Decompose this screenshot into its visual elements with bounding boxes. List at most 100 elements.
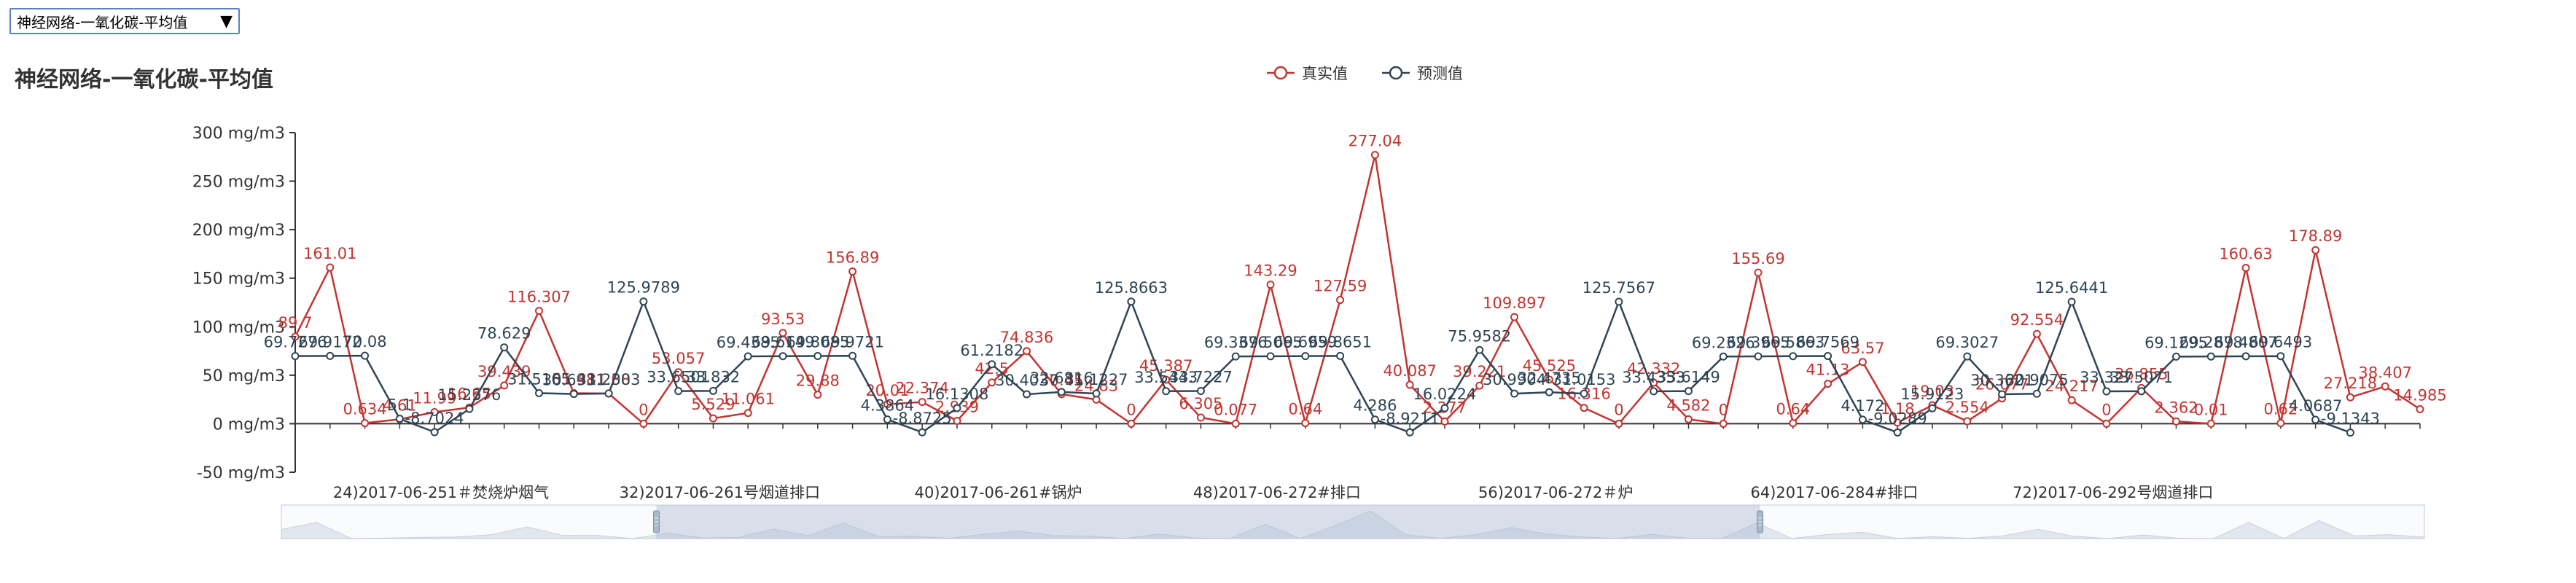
data-label: 33.327 bbox=[2080, 369, 2133, 386]
data-label: 30.9075 bbox=[2005, 371, 2069, 388]
data-point bbox=[1266, 281, 1275, 289]
data-label: 125.9789 bbox=[607, 279, 680, 297]
data-label: 30.4037 bbox=[995, 372, 1058, 389]
chevron-down-icon: ▼ bbox=[220, 12, 233, 31]
data-point bbox=[1510, 313, 1519, 321]
data-label: 69.5065 bbox=[1239, 334, 1303, 351]
data-label: 31.48 bbox=[552, 371, 596, 388]
data-point bbox=[1370, 151, 1379, 160]
data-label: 70.08 bbox=[343, 333, 387, 351]
data-point bbox=[291, 352, 300, 361]
data-point bbox=[1023, 390, 1031, 399]
data-point bbox=[535, 388, 544, 397]
data-point bbox=[2032, 329, 2041, 338]
data-label: 53.057 bbox=[652, 350, 705, 367]
data-label: 33.832 bbox=[687, 368, 740, 386]
data-point bbox=[918, 398, 926, 407]
data-label: 1.18 bbox=[1881, 400, 1915, 418]
data-point bbox=[988, 360, 996, 369]
data-point bbox=[1684, 415, 1693, 423]
data-point bbox=[2416, 404, 2424, 413]
data-label: 0 bbox=[639, 401, 648, 418]
data-label: 75.9582 bbox=[1448, 327, 1511, 345]
data-label: 45.387 bbox=[1139, 357, 1193, 375]
data-label: 4.582 bbox=[1666, 396, 1710, 414]
data-point bbox=[1370, 415, 1379, 424]
data-point bbox=[1127, 419, 1136, 428]
data-label: 32.4735 bbox=[1518, 369, 1581, 387]
data-point bbox=[1405, 380, 1414, 389]
data-label: 16.1308 bbox=[926, 386, 989, 403]
data-point bbox=[2381, 382, 2389, 391]
data-point bbox=[500, 343, 509, 352]
data-point bbox=[1023, 347, 1031, 356]
data-label: 69.4807 bbox=[2214, 334, 2278, 351]
data-label: 69.9721 bbox=[821, 333, 884, 351]
data-point bbox=[2276, 352, 2285, 361]
data-label: 31.08 bbox=[587, 371, 631, 388]
y-tick-label: -50 mg/m3 bbox=[197, 464, 285, 482]
data-point bbox=[291, 332, 300, 341]
data-point bbox=[535, 307, 544, 316]
y-tick-label: 150 mg/m3 bbox=[192, 270, 285, 289]
data-label: 69.6493 bbox=[2249, 334, 2312, 351]
data-label: 33.4353 bbox=[1622, 369, 1685, 386]
data-point bbox=[2241, 264, 2250, 273]
data-label: 78.629 bbox=[477, 325, 531, 343]
data-point bbox=[1092, 389, 1101, 398]
data-label: 29.88 bbox=[796, 372, 840, 390]
data-label: 0 bbox=[2101, 401, 2111, 418]
data-label: 22.374 bbox=[895, 380, 948, 397]
data-point bbox=[1650, 387, 1658, 396]
data-label: 6.305 bbox=[1179, 395, 1222, 412]
data-point bbox=[813, 391, 822, 399]
data-point bbox=[848, 351, 857, 360]
data-point bbox=[1998, 390, 2007, 399]
data-label: 0.077 bbox=[1214, 401, 1257, 418]
data-point bbox=[2032, 389, 2041, 398]
data-point bbox=[1545, 388, 1553, 396]
data-point bbox=[1858, 358, 1867, 367]
data-point bbox=[1615, 419, 1623, 428]
datazoom-window[interactable] bbox=[656, 505, 1760, 539]
data-label: 24.217 bbox=[2045, 377, 2098, 395]
data-point bbox=[1719, 419, 1728, 428]
data-label: 69.7569 bbox=[1796, 334, 1859, 351]
data-point bbox=[1336, 351, 1345, 360]
data-label: 31.0153 bbox=[1553, 371, 1616, 388]
data-label: 15.9123 bbox=[1901, 386, 1964, 403]
data-point bbox=[953, 404, 961, 412]
data-label: -8.9211 bbox=[1381, 410, 1440, 427]
data-point bbox=[674, 368, 683, 377]
data-point bbox=[1893, 418, 1902, 427]
chart-selector-value: 神经网络-一氧化碳-平均值 bbox=[17, 13, 188, 31]
data-point bbox=[1336, 296, 1345, 305]
data-point bbox=[743, 352, 752, 361]
data-label: 69.2878 bbox=[2179, 334, 2243, 351]
data-point bbox=[1824, 380, 1833, 388]
data-label: 116.307 bbox=[507, 289, 571, 306]
data-point bbox=[988, 378, 996, 387]
data-label: 16.65 bbox=[448, 385, 491, 402]
data-label: 31.2303 bbox=[577, 371, 641, 388]
data-point bbox=[778, 352, 787, 361]
data-label: 33.7227 bbox=[1169, 369, 1233, 386]
data-label: 0 bbox=[1614, 401, 1623, 418]
data-point bbox=[1719, 352, 1728, 361]
data-point bbox=[1231, 352, 1240, 361]
data-label: 156.89 bbox=[826, 249, 879, 267]
data-point bbox=[1475, 345, 1484, 354]
data-label: 0.62 bbox=[2263, 401, 2298, 418]
data-label: 0 bbox=[1719, 401, 1728, 418]
data-label: 33.6149 bbox=[1657, 369, 1720, 386]
data-label: 155.69 bbox=[1731, 250, 1784, 267]
data-point bbox=[1684, 387, 1693, 396]
x-tick-label: 40)2017-06-261#锅炉 bbox=[915, 484, 1082, 501]
data-label: 69.1295 bbox=[2144, 334, 2208, 351]
chart-selector-dropdown[interactable]: 神经网络-一氧化碳-平均值 ▼ bbox=[9, 8, 240, 34]
data-label: 69.7276 bbox=[264, 334, 327, 351]
data-point bbox=[1580, 404, 1588, 412]
data-point bbox=[1127, 297, 1136, 306]
x-tick-label: 72)2017-06-292号烟道排口 bbox=[2013, 484, 2213, 501]
